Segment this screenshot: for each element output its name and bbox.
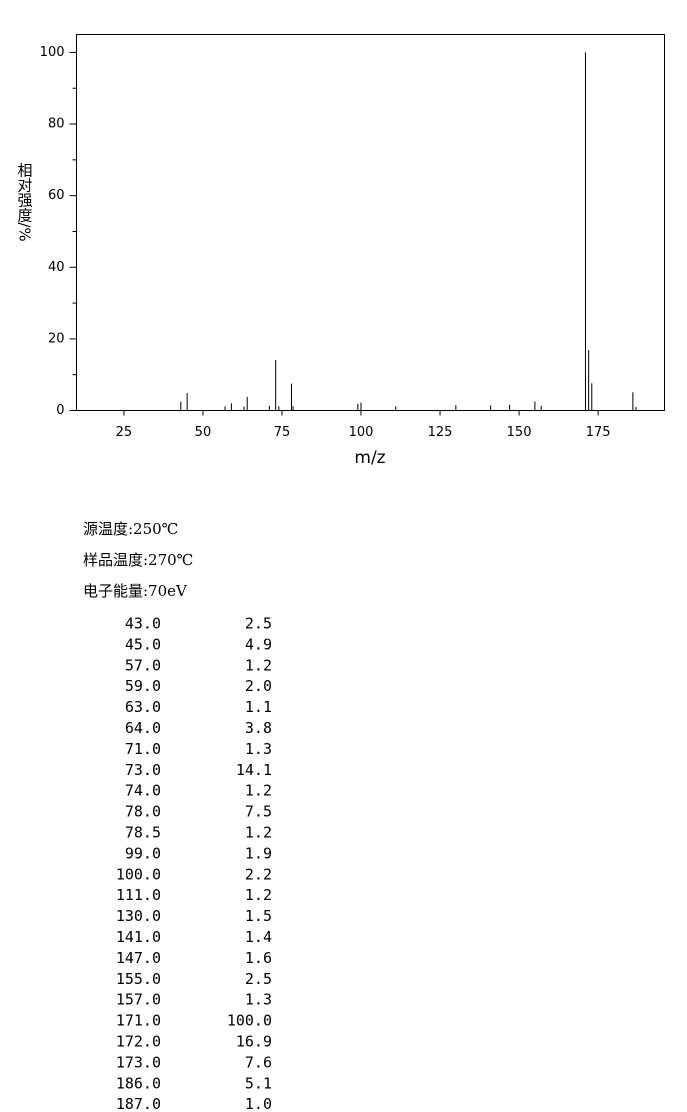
intensity-cell: 2.2 [245, 865, 272, 883]
intensity-cell: 2.5 [245, 970, 272, 988]
intensity-cell: 5.1 [245, 1074, 272, 1092]
intensity-cell: 1.2 [245, 782, 272, 800]
y-axis-label: 相对强度/% [16, 162, 34, 241]
y-tick-label: 40 [48, 260, 65, 275]
intensity-cell: 4.9 [245, 635, 272, 653]
mz-cell: 59.0 [125, 677, 161, 695]
intensity-cell: 14.1 [236, 761, 272, 779]
mz-cell: 78.5 [125, 824, 161, 842]
mz-cell: 187.0 [116, 1095, 161, 1112]
intensity-cell: 1.2 [245, 824, 272, 842]
mz-cell: 130.0 [116, 907, 161, 925]
mz-cell: 64.0 [125, 719, 161, 737]
mz-cell: 100.0 [116, 865, 161, 883]
mz-cell: 45.0 [125, 635, 161, 653]
mz-cell: 63.0 [125, 698, 161, 716]
x-tick-label: 75 [274, 425, 291, 440]
intensity-cell: 2.5 [245, 615, 272, 633]
intensity-cell: 1.6 [245, 949, 272, 967]
condition: 样品温度:270℃ [83, 551, 193, 569]
mz-cell: 172.0 [116, 1033, 161, 1051]
mz-cell: 71.0 [125, 740, 161, 758]
mz-cell: 155.0 [116, 970, 161, 988]
mz-cell: 73.0 [125, 761, 161, 779]
mz-cell: 186.0 [116, 1074, 161, 1092]
mz-cell: 141.0 [116, 928, 161, 946]
plot-frame [76, 34, 665, 411]
y-tick-label: 0 [56, 403, 64, 418]
intensity-cell: 16.9 [236, 1033, 272, 1051]
intensity-cell: 1.0 [245, 1095, 272, 1112]
intensity-cell: 3.8 [245, 719, 272, 737]
mz-cell: 147.0 [116, 949, 161, 967]
intensity-cell: 1.5 [245, 907, 272, 925]
mz-cell: 157.0 [116, 991, 161, 1009]
y-tick-label: 20 [48, 331, 65, 346]
mz-cell: 57.0 [125, 656, 161, 674]
condition: 电子能量:70eV [83, 582, 188, 600]
intensity-cell: 100.0 [227, 1012, 272, 1030]
intensity-cell: 1.3 [245, 991, 272, 1009]
mz-cell: 173.0 [116, 1053, 161, 1071]
intensity-cell: 1.2 [245, 656, 272, 674]
mz-cell: 74.0 [125, 782, 161, 800]
x-axis-label: m/z [354, 448, 385, 468]
intensity-cell: 1.4 [245, 928, 272, 946]
x-tick-label: 125 [428, 425, 453, 440]
intensity-cell: 7.5 [245, 803, 272, 821]
mz-cell: 99.0 [125, 844, 161, 862]
intensity-cell: 7.6 [245, 1053, 272, 1071]
mz-cell: 78.0 [125, 803, 161, 821]
y-tick-label: 60 [48, 188, 65, 203]
x-tick-label: 100 [349, 425, 374, 440]
x-tick-label: 175 [586, 425, 611, 440]
intensity-cell: 1.3 [245, 740, 272, 758]
mz-cell: 43.0 [125, 615, 161, 633]
y-tick-label: 100 [40, 45, 65, 60]
mz-cell: 111.0 [116, 886, 161, 904]
intensity-cell: 1.9 [245, 844, 272, 862]
mz-cell: 171.0 [116, 1012, 161, 1030]
condition: 源温度:250℃ [83, 520, 178, 538]
x-tick-label: 150 [507, 425, 532, 440]
intensity-cell: 1.1 [245, 698, 272, 716]
x-tick-label: 25 [116, 425, 133, 440]
intensity-cell: 1.2 [245, 886, 272, 904]
y-tick-label: 80 [48, 117, 65, 132]
x-tick-label: 50 [195, 425, 212, 440]
intensity-cell: 2.0 [245, 677, 272, 695]
